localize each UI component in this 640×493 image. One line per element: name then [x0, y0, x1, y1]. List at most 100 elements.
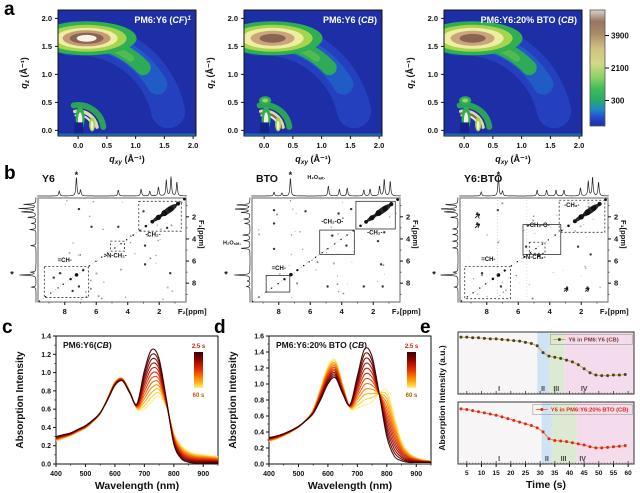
x-tick-label: 0.0	[459, 141, 469, 150]
group-annotation: -CH₂-O-	[321, 219, 343, 225]
region-label: I	[498, 386, 500, 393]
region-label: III	[561, 456, 567, 463]
heatmap-title: PM6:Y6:20% BTO (CB)	[481, 15, 577, 25]
y-tick-label: 0.8	[41, 388, 51, 395]
y-tick-label: 1.4	[254, 350, 264, 357]
f1-tick-label: 4	[406, 234, 411, 243]
x-axis-label: Wavelength (nm)	[95, 480, 179, 492]
y-axis-label: qz (Å⁻¹)	[405, 57, 417, 89]
x-tick-label: 500	[293, 471, 305, 478]
f1-tick-label: 4	[192, 234, 197, 243]
y-tick-label: 2.0	[228, 14, 238, 23]
x-tick-label: 700	[139, 471, 151, 478]
time-tick-label: 60	[625, 470, 633, 477]
y-tick-label: 0.5	[228, 98, 238, 107]
region-label: IV	[579, 456, 586, 463]
group-annotation: >N-CH₂-	[522, 255, 545, 261]
y-tick-label: 0.5	[428, 98, 438, 107]
giwaxs-colorbar: 3900 2100 300	[589, 9, 629, 127]
heatmap-title: PM6:Y6 (CB)	[323, 15, 377, 25]
time-tick-label: 55	[610, 470, 618, 477]
y-axis-label: qz (Å⁻¹)	[19, 57, 31, 89]
x-tick-label: 0.5	[288, 141, 298, 150]
time-tick-label: 15	[493, 470, 501, 477]
group-annotation: -CH₂-O-	[528, 223, 550, 229]
group-annotation: -CH₂-	[367, 231, 382, 237]
f2-tick-label: 6	[94, 307, 98, 316]
f1-tick-label: 6	[614, 257, 618, 266]
f2-tick-label: 8	[485, 307, 489, 316]
y-tick-label: 2.0	[42, 14, 52, 23]
colorbar-tick-label: 2100	[611, 64, 629, 73]
group-annotation: -CH₂-	[145, 233, 160, 239]
x-tick-label: 800	[168, 471, 180, 478]
x-tick-label: 800	[381, 471, 393, 478]
f1-tick-label: 8	[192, 279, 196, 288]
f1-axis-label: F₁[ppm]	[411, 220, 420, 249]
y-tick-label: 0.2	[41, 443, 51, 450]
f2-axis-label: F₂[ppm]	[600, 307, 629, 316]
y-tick-label: 0.5	[42, 98, 52, 107]
solvent-star: *	[10, 269, 14, 279]
giwaxs-plot-pm6y6-bto-cb: 0.0 0.5 1.0 1.5 2.0 2.0 1.5 1.0 0.5 0.0 PM6:Y6:20%…	[405, 9, 584, 166]
f1-tick-label: 2	[406, 212, 410, 221]
y-axis-label: Absorption Intensity	[15, 351, 26, 449]
solvent-star: *	[289, 170, 293, 180]
panel-label-e: e	[420, 317, 431, 338]
solvent-star: *	[75, 170, 79, 180]
nmr-title: Y6	[42, 173, 55, 185]
legend-time-end: 60 s	[406, 393, 418, 399]
y-tick-label: 0.0	[228, 126, 238, 135]
x-tick-label: 400	[50, 471, 62, 478]
x-tick-label: 900	[197, 471, 209, 478]
uvvis-title: PM6:Y6:20% BTO (CB)	[276, 340, 367, 350]
uvvis-plot-pm6y6-cb: 400 500 600 700 800 900 0.0 0.2 0.4 0.6 0.8 1.0 1.2 1…	[15, 334, 219, 492]
panel-label-d: d	[214, 317, 226, 338]
y-tick-label: 0.8	[254, 398, 264, 405]
y-tick-label: 2.0	[428, 14, 438, 23]
f1-tick-label: 6	[192, 257, 196, 266]
x-axis-label: Time (s)	[526, 479, 566, 491]
y-tick-label: 0.0	[42, 126, 52, 135]
kinetics-legend: Y6 in PM6:Y6 (CB)	[568, 338, 618, 344]
f2-tick-label: 6	[308, 307, 312, 316]
y-tick-label: 0.6	[254, 414, 264, 421]
y-tick-label: 1.5	[228, 42, 238, 51]
f1-tick-label: 2	[192, 212, 196, 221]
x-tick-label: 0.5	[102, 141, 112, 150]
f2-axis-label: F₂[ppm]	[392, 307, 421, 316]
x-tick-label: 2.0	[574, 141, 584, 150]
f2-tick-label: 8	[63, 307, 67, 316]
group-annotation: >N-CH₂-	[104, 254, 127, 260]
group-annotation: -CH₂-	[564, 203, 579, 209]
y-tick-label: 1.0	[254, 382, 264, 389]
legend-time-start: 2.5 s	[405, 344, 419, 350]
x-tick-label: 0.0	[259, 141, 269, 150]
f1-axis-label: F₁[ppm]	[619, 220, 628, 249]
x-axis-label: Wavelength (nm)	[308, 480, 392, 492]
f2-tick-label: 2	[579, 307, 583, 316]
f1-tick-label: 8	[614, 279, 618, 288]
legend-time-end: 60 s	[193, 393, 205, 399]
h2o-label: H₂Oₛₐₜ.	[223, 240, 241, 246]
x-tick-label: 1.5	[159, 141, 169, 150]
heatmap-title: PM6:Y6 (CF)1	[134, 15, 191, 25]
group-annotation: =CH-	[481, 257, 495, 263]
y-tick-label: 1.4	[41, 334, 51, 341]
uvvis-plot-pm6y6-bto-cb: 400 500 600 700 800 900 0.0 0.2 0.4 0.6 0.8 1.0 1.2 1…	[228, 334, 432, 492]
x-tick-label: 1.5	[545, 141, 555, 150]
nmr-title: Y6:BTO	[464, 173, 502, 185]
y-axis-label: qz (Å⁻¹)	[205, 57, 217, 89]
x-tick-label: 500	[80, 471, 92, 478]
f2-tick-label: 4	[548, 307, 553, 316]
f1-axis-label: F₁[ppm]	[197, 220, 206, 249]
noesy-plot-y6: Y6 * * -CH₂- >N-CH₂- =CH- 8 8 6 6 4 4 2 2 F₂[ppm] F₁[pp…	[10, 170, 207, 316]
x-axis-label: qxy (Å⁻¹)	[495, 154, 530, 166]
x-tick-label: 900	[410, 471, 422, 478]
time-tick-label: 50	[595, 470, 603, 477]
y-tick-label: 0.6	[41, 407, 51, 414]
uvvis-title: PM6:Y6(CB)	[63, 340, 112, 350]
y-tick-label: 1.5	[42, 42, 52, 51]
f2-tick-label: 8	[277, 307, 281, 316]
